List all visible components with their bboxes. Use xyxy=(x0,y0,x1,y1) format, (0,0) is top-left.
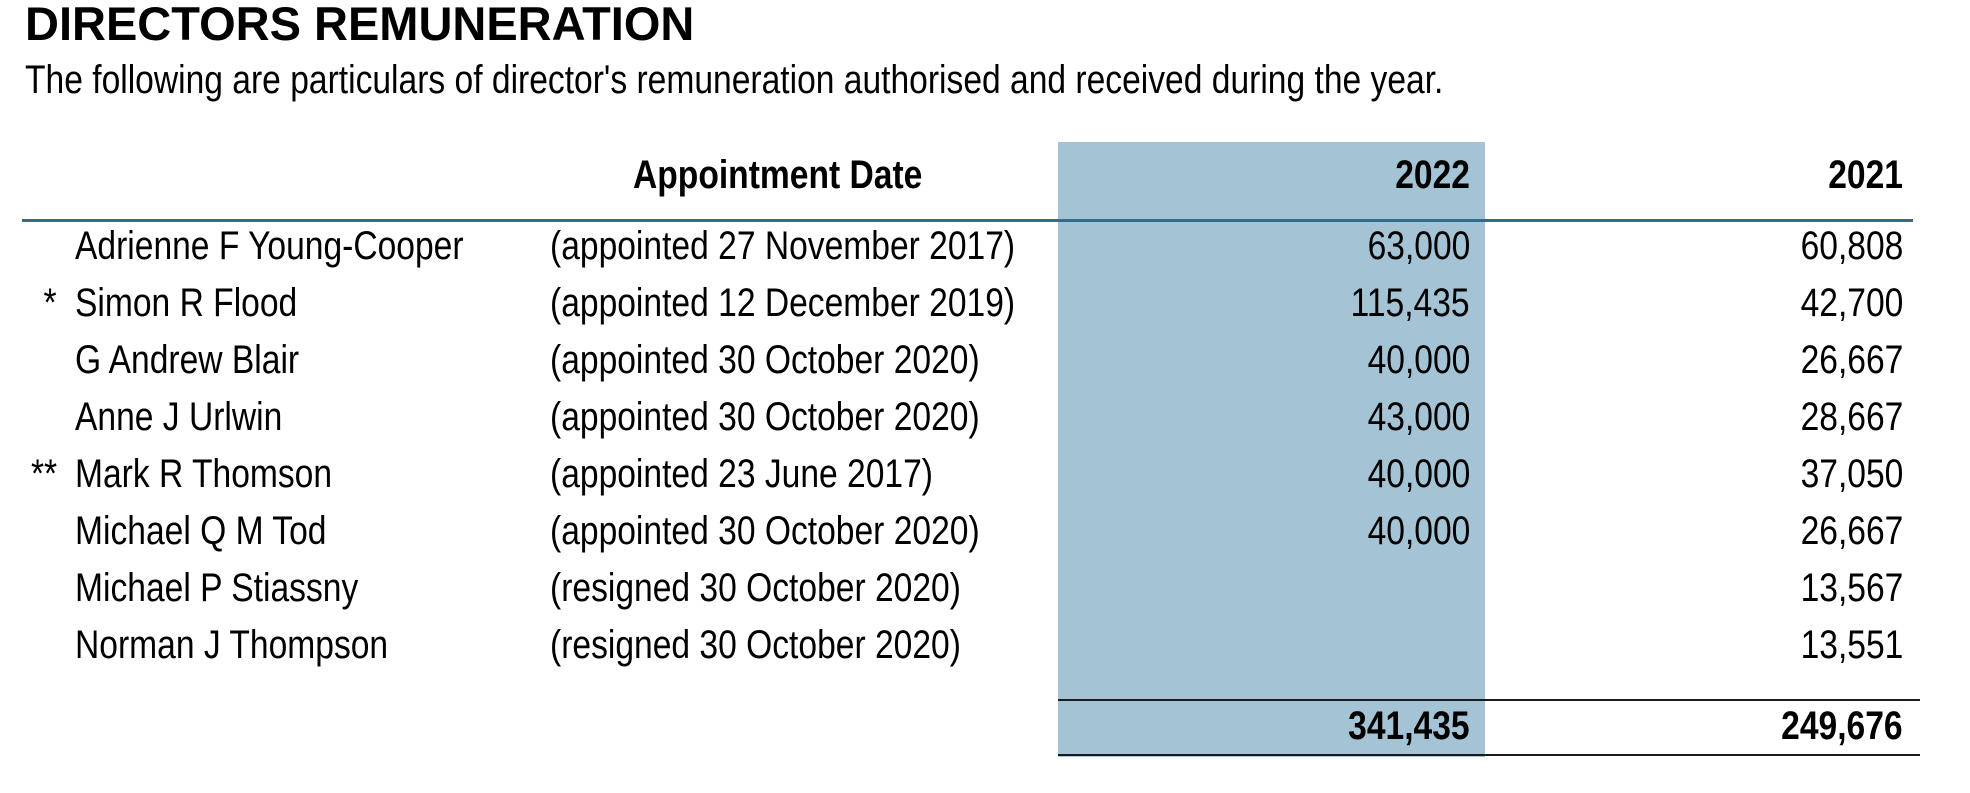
row-footnote-marker xyxy=(0,503,57,560)
director-name-text: Adrienne F Young-Cooper xyxy=(75,224,464,268)
column-header-2021: 2021 xyxy=(1500,155,1903,195)
row-footnote-marker xyxy=(0,389,57,446)
value-2022: 115,435 xyxy=(1100,275,1470,332)
director-name-text: Michael P Stiassny xyxy=(75,566,359,610)
highlight-column-2022 xyxy=(1058,142,1485,757)
appointment-date-text: (appointed 27 November 2017) xyxy=(550,224,1016,268)
row-footnote-marker: ** xyxy=(0,446,57,503)
value-2022-text: 43,000 xyxy=(1367,395,1470,439)
value-2021: 28,667 xyxy=(1500,389,1903,446)
row-footnote-marker xyxy=(0,218,57,275)
value-2021: 37,050 xyxy=(1500,446,1903,503)
value-2021: 26,667 xyxy=(1500,332,1903,389)
column-header-2021-text: 2021 xyxy=(1828,153,1903,197)
appointment-date: (appointed 23 June 2017) xyxy=(550,446,1006,503)
column-header-appointment-date: Appointment Date xyxy=(633,155,977,195)
value-2021-text: 28,667 xyxy=(1800,395,1903,439)
appointment-date-text: (appointed 23 June 2017) xyxy=(550,452,933,496)
value-2022 xyxy=(1100,617,1470,674)
total-2022: 341,435 xyxy=(1100,706,1470,746)
appointment-date-text: (appointed 30 October 2020) xyxy=(550,395,980,439)
row-footnote-marker xyxy=(0,560,57,617)
column-header-2022-text: 2022 xyxy=(1395,153,1470,197)
table-row: Norman J Thompson (resigned 30 October 2… xyxy=(0,617,1970,674)
row-footnote-marker xyxy=(0,332,57,389)
row-footnote-marker-text: ** xyxy=(30,452,57,496)
appointment-date: (resigned 30 October 2020) xyxy=(550,560,1039,617)
director-name: Michael P Stiassny xyxy=(75,560,412,617)
director-name-text: Simon R Flood xyxy=(75,281,298,325)
column-header-appointment-date-text: Appointment Date xyxy=(633,153,923,197)
director-name-text: G Andrew Blair xyxy=(75,338,300,382)
appointment-date: (appointed 30 October 2020) xyxy=(550,332,1061,389)
column-header-2022: 2022 xyxy=(1100,155,1470,195)
value-2021-text: 26,667 xyxy=(1800,338,1903,382)
table-row: Michael Q M Tod (appointed 30 October 20… xyxy=(0,503,1970,560)
value-2022 xyxy=(1100,560,1470,617)
row-footnote-marker: * xyxy=(0,275,57,332)
appointment-date-text: (appointed 30 October 2020) xyxy=(550,338,980,382)
value-2021: 26,667 xyxy=(1500,503,1903,560)
value-2021-text: 26,667 xyxy=(1800,509,1903,553)
director-name: Mark R Thomson xyxy=(75,446,381,503)
table-row: Anne J Urlwin (appointed 30 October 2020… xyxy=(0,389,1970,446)
value-2022: 40,000 xyxy=(1100,332,1470,389)
value-2022-text: 40,000 xyxy=(1367,452,1470,496)
director-name-text: Norman J Thompson xyxy=(75,623,389,667)
value-2021-text: 13,567 xyxy=(1800,566,1903,610)
value-2021: 13,567 xyxy=(1500,560,1903,617)
total-2022-text: 341,435 xyxy=(1348,704,1470,748)
table-rows: Adrienne F Young-Cooper (appointed 27 No… xyxy=(0,218,1970,674)
director-name: Michael Q M Tod xyxy=(75,503,374,560)
table-row: ** Mark R Thomson (appointed 23 June 201… xyxy=(0,446,1970,503)
appointment-date: (appointed 30 October 2020) xyxy=(550,389,1061,446)
page-title: DIRECTORS REMUNERATION xyxy=(25,0,695,50)
value-2022-text: 40,000 xyxy=(1367,338,1470,382)
appointment-date-text: (appointed 30 October 2020) xyxy=(550,509,980,553)
director-name: G Andrew Blair xyxy=(75,332,342,389)
table-row: * Simon R Flood (appointed 12 December 2… xyxy=(0,275,1970,332)
director-name-text: Anne J Urlwin xyxy=(75,395,283,439)
value-2022-text: 63,000 xyxy=(1367,224,1470,268)
totals-top-rule xyxy=(1058,699,1920,701)
row-footnote-marker-text: * xyxy=(43,281,57,325)
value-2022: 43,000 xyxy=(1100,389,1470,446)
value-2021-text: 13,551 xyxy=(1800,623,1903,667)
value-2021: 60,808 xyxy=(1500,218,1903,275)
value-2022: 63,000 xyxy=(1100,218,1470,275)
director-name: Adrienne F Young-Cooper xyxy=(75,218,538,275)
value-2022: 40,000 xyxy=(1100,503,1470,560)
director-name: Anne J Urlwin xyxy=(75,389,322,446)
appointment-date-text: (appointed 12 December 2019) xyxy=(550,281,1016,325)
value-2022-text: 40,000 xyxy=(1367,509,1470,553)
value-2021: 42,700 xyxy=(1500,275,1903,332)
appointment-date: (appointed 27 November 2017) xyxy=(550,218,1104,275)
value-2021: 13,551 xyxy=(1500,617,1903,674)
table-row: Michael P Stiassny (resigned 30 October … xyxy=(0,560,1970,617)
totals-bottom-rule xyxy=(1058,754,1920,756)
total-2021: 249,676 xyxy=(1500,706,1903,746)
value-2022-text: 115,435 xyxy=(1351,281,1470,325)
appointment-date-text: (resigned 30 October 2020) xyxy=(550,566,961,610)
value-2021-text: 37,050 xyxy=(1800,452,1903,496)
appointment-date: (appointed 30 October 2020) xyxy=(550,503,1061,560)
page-subtitle-text: The following are particulars of directo… xyxy=(25,58,1444,102)
appointment-date: (appointed 12 December 2019) xyxy=(550,275,1104,332)
appointment-date-text: (resigned 30 October 2020) xyxy=(550,623,961,667)
value-2021-text: 42,700 xyxy=(1800,281,1903,325)
value-2022: 40,000 xyxy=(1100,446,1470,503)
table-row: G Andrew Blair (appointed 30 October 202… xyxy=(0,332,1970,389)
director-name: Simon R Flood xyxy=(75,275,340,332)
director-name: Norman J Thompson xyxy=(75,617,448,674)
row-footnote-marker xyxy=(0,617,57,674)
table-row: Adrienne F Young-Cooper (appointed 27 No… xyxy=(0,218,1970,275)
appointment-date: (resigned 30 October 2020) xyxy=(550,617,1039,674)
table-header-rule xyxy=(22,219,1913,222)
value-2021-text: 60,808 xyxy=(1800,224,1903,268)
director-name-text: Mark R Thomson xyxy=(75,452,333,496)
director-name-text: Michael Q M Tod xyxy=(75,509,327,553)
total-2021-text: 249,676 xyxy=(1781,704,1903,748)
page-subtitle: The following are particulars of directo… xyxy=(25,60,1714,100)
